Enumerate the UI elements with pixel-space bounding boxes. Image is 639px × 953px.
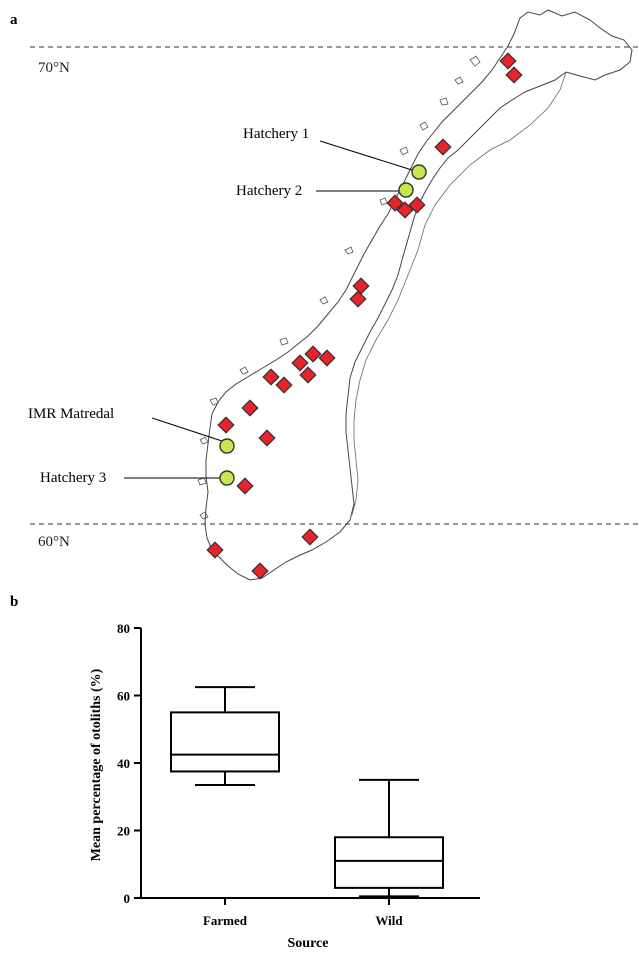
hatchery-2-marker <box>398 182 414 198</box>
y-tick-label: 20 <box>117 824 130 839</box>
hatchery-sites <box>219 164 427 486</box>
river-site-marker <box>505 66 523 84</box>
y-tick-label: 40 <box>117 756 130 771</box>
x-tick-label: Farmed <box>203 913 248 928</box>
river-sites <box>206 52 523 580</box>
hatchery-3-marker <box>219 470 235 486</box>
river-site-marker <box>258 429 276 447</box>
boxes <box>170 686 444 898</box>
river-site-marker <box>262 368 280 386</box>
latitude-label-70: 70°N <box>38 60 70 76</box>
y-axis: 0 20 40 60 80 <box>117 621 142 906</box>
box-farmed <box>170 686 280 786</box>
imr-matredal-leader <box>151 417 223 442</box>
x-axis-label: Source <box>288 936 329 951</box>
hatchery-1-marker <box>411 164 427 180</box>
y-tick-label: 80 <box>117 621 130 636</box>
river-site-marker <box>499 52 517 70</box>
panel-label-b: b <box>10 594 19 610</box>
river-site-marker <box>275 376 293 394</box>
river-site-marker <box>434 138 452 156</box>
river-site-marker <box>408 196 426 214</box>
hatchery-1-leader <box>319 140 413 171</box>
river-site-marker <box>217 416 235 434</box>
river-site-marker <box>318 349 336 367</box>
river-site-marker <box>352 277 370 295</box>
box-wild <box>334 778 444 898</box>
river-site-marker <box>349 290 367 308</box>
box-iqr <box>334 836 444 889</box>
latitude-label-60: 60°N <box>38 534 70 550</box>
hatchery-1-label: Hatchery 1 <box>243 126 309 142</box>
river-site-marker <box>236 477 254 495</box>
river-site-marker <box>291 354 309 372</box>
hatchery-2-label: Hatchery 2 <box>236 183 302 199</box>
x-tick-label: Wild <box>375 913 403 928</box>
river-site-marker <box>241 399 259 417</box>
river-site-marker <box>301 528 319 546</box>
norway-map: 70°N 60°N Hatchery 1 Hatchery 2 IMR Matr… <box>28 9 639 581</box>
river-site-marker <box>386 194 404 212</box>
river-site-marker <box>206 541 224 559</box>
box-iqr <box>170 711 280 773</box>
y-axis-label: Mean percentage of otoliths (%) <box>89 668 104 861</box>
border-line <box>351 71 567 516</box>
coastal-islands <box>197 55 481 520</box>
boxplot-chart: 0 20 40 60 80 Farmed Wild Mean percentage of … <box>89 621 480 951</box>
river-site-marker <box>396 201 414 219</box>
river-site-marker <box>304 345 322 363</box>
y-tick-label: 60 <box>117 689 130 704</box>
river-site-marker <box>251 562 269 580</box>
norway-outline <box>204 9 633 581</box>
imr-matredal-label: IMR Matredal <box>28 406 114 422</box>
panel-label-a: a <box>10 12 18 28</box>
river-site-marker <box>299 366 317 384</box>
hatchery-3-label: Hatchery 3 <box>40 470 106 486</box>
y-tick-label: 0 <box>124 891 131 906</box>
imr-matredal-marker <box>219 438 235 454</box>
x-axis: Farmed Wild <box>141 897 480 928</box>
